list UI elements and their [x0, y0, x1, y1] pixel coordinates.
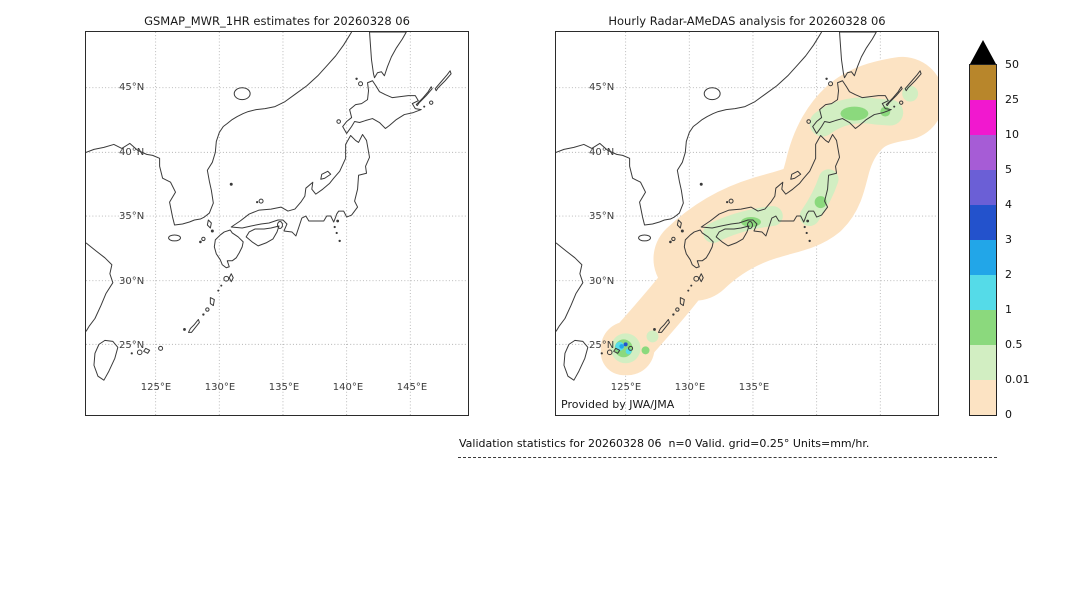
- colorbar-block: [970, 65, 996, 100]
- latitude-tick-label: 30°N: [589, 276, 615, 287]
- validation-statistics-text: Validation statistics for 20260328 06 n=…: [459, 437, 870, 450]
- gsmap-map-panel: 45°N 40°N 35°N 30°N 25°N 125°E 130°E 135°E 140°E…: [85, 31, 469, 416]
- colorbar: 50 25 10 5 4 3 2 1 0.5 0.01 0: [969, 40, 1049, 421]
- latitude-tick-label: 30°N: [119, 276, 145, 287]
- colorbar-tick-label: 10: [1005, 128, 1019, 141]
- latitude-tick-label: 45°N: [589, 82, 615, 93]
- colorbar-tick-label: 25: [1005, 93, 1019, 106]
- latitude-tick-label: 35°N: [119, 211, 145, 222]
- colorbar-overflow-triangle: [970, 40, 996, 64]
- latitude-tick-label: 25°N: [589, 340, 615, 351]
- latitude-tick-label: 40°N: [119, 147, 145, 158]
- right-panel-title: Hourly Radar-AMeDAS analysis for 2026032…: [608, 14, 886, 28]
- longitude-tick-label: 125°E: [140, 382, 172, 393]
- colorbar-block: [970, 345, 996, 380]
- colorbar-tick-label: 5: [1005, 163, 1012, 176]
- left-panel-title: GSMAP_MWR_1HR estimates for 20260328 06: [144, 14, 410, 28]
- colorbar-block: [970, 275, 996, 310]
- colorbar-tick-label: 0.01: [1005, 373, 1030, 386]
- precip-heavy-cells: [615, 341, 632, 355]
- colorbar-tick-label: 50: [1005, 58, 1019, 71]
- colorbar-tick-label: 0.5: [1005, 338, 1023, 351]
- longitude-tick-label: 125°E: [610, 382, 642, 393]
- colorbar-blocks: [969, 64, 997, 416]
- latitude-tick-label: 35°N: [589, 211, 615, 222]
- colorbar-block: [970, 135, 996, 170]
- radar-amedas-map: [556, 32, 938, 415]
- colorbar-block: [970, 240, 996, 275]
- colorbar-tick-label: 1: [1005, 303, 1012, 316]
- colorbar-block: [970, 310, 996, 345]
- colorbar-tick-label: 3: [1005, 233, 1012, 246]
- colorbar-tick-label: 0: [1005, 408, 1012, 421]
- latitude-tick-label: 40°N: [589, 147, 615, 158]
- longitude-tick-label: 135°E: [738, 382, 770, 393]
- longitude-tick-label: 140°E: [332, 382, 364, 393]
- colorbar-block: [970, 205, 996, 240]
- latitude-tick-label: 45°N: [119, 82, 145, 93]
- latitude-tick-label: 25°N: [119, 340, 145, 351]
- data-credit: Provided by JWA/JMA: [561, 398, 675, 411]
- colorbar-tick-label: 2: [1005, 268, 1012, 281]
- colorbar-block: [970, 380, 996, 415]
- precip-trace-band: [600, 56, 938, 376]
- longitude-tick-label: 130°E: [674, 382, 706, 393]
- colorbar-tick-label: 4: [1005, 198, 1012, 211]
- longitude-tick-label: 135°E: [268, 382, 300, 393]
- colorbar-block: [970, 170, 996, 205]
- longitude-tick-label: 130°E: [204, 382, 236, 393]
- longitude-tick-label: 145°E: [396, 382, 428, 393]
- radar-amedas-map-panel: Provided by JWA/JMA 45°N 40°N 35°N 30°N 25°N…: [555, 31, 939, 416]
- colorbar-block: [970, 100, 996, 135]
- dashed-separator: [458, 457, 997, 458]
